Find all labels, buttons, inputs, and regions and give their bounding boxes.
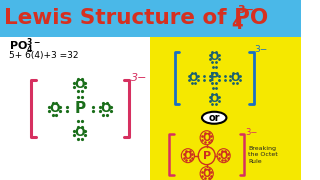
Text: O: O [210, 94, 219, 104]
Text: O: O [184, 151, 192, 161]
FancyBboxPatch shape [0, 37, 150, 180]
Text: 3−: 3− [131, 73, 147, 83]
Text: 3−: 3− [255, 45, 268, 54]
Text: P: P [210, 71, 219, 84]
Ellipse shape [202, 112, 227, 124]
Text: P: P [203, 151, 211, 161]
Text: 5+ 6(4)+3 =32: 5+ 6(4)+3 =32 [9, 51, 79, 60]
Text: or: or [208, 113, 220, 123]
Text: O: O [75, 126, 85, 139]
Text: O: O [210, 52, 219, 62]
Text: O: O [220, 151, 228, 161]
Text: O: O [203, 169, 211, 179]
Text: O: O [203, 133, 211, 143]
Text: O: O [189, 73, 198, 83]
Text: 3−: 3− [245, 128, 258, 137]
Text: Lewis Structure of PO: Lewis Structure of PO [4, 8, 268, 28]
Text: O: O [100, 102, 110, 115]
Text: $\mathregular{PO_4^{3-}}$: $\mathregular{PO_4^{3-}}$ [9, 36, 42, 56]
Text: 4: 4 [231, 15, 243, 33]
FancyBboxPatch shape [0, 0, 301, 37]
FancyBboxPatch shape [150, 37, 301, 180]
Text: O: O [75, 78, 85, 91]
Text: O: O [49, 102, 60, 115]
Text: Breaking
the Octet
Rule: Breaking the Octet Rule [248, 146, 278, 164]
Text: O: O [230, 73, 240, 83]
Text: P: P [74, 101, 85, 116]
Text: 3−: 3− [238, 5, 255, 15]
